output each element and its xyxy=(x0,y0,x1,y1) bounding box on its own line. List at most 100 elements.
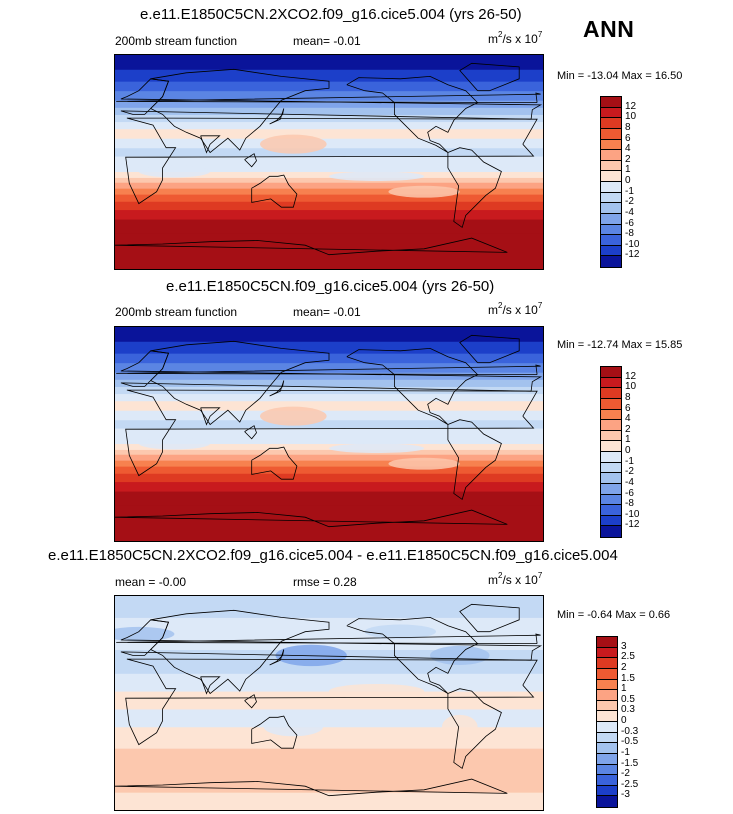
contour-band xyxy=(115,100,543,108)
colorbar-tick-label: -1 xyxy=(625,455,634,467)
contour-band xyxy=(115,128,543,139)
colorbar-tick-label: 3 xyxy=(621,640,627,652)
colorbar-swatch xyxy=(601,483,621,495)
colorbar-swatch xyxy=(601,526,621,537)
contour-band xyxy=(115,156,543,173)
panel-1-minmax: Min = -13.04 Max = 16.50 xyxy=(557,70,683,82)
map-canvas xyxy=(115,55,543,269)
colorbar-tick-label: 2 xyxy=(625,153,631,165)
map-canvas xyxy=(115,327,543,541)
coastline-antarctica xyxy=(115,778,508,797)
coastline-australia xyxy=(251,715,298,749)
colorbar-tick-label: 8 xyxy=(625,121,631,133)
contour-band xyxy=(115,410,543,421)
contour-band xyxy=(115,188,543,195)
colorbar-tick-label: 2 xyxy=(621,661,627,673)
contour-band xyxy=(115,449,543,455)
contour-band xyxy=(115,491,543,506)
colorbar-swatch xyxy=(597,743,617,754)
panel-1-map xyxy=(114,54,544,270)
colorbar-tick-label: -6 xyxy=(625,217,634,229)
colorbar-swatch xyxy=(597,658,617,669)
contour-band xyxy=(115,691,543,710)
contour-cell xyxy=(260,134,327,154)
coastline-namerica xyxy=(346,75,479,153)
coastline-namerica xyxy=(346,347,479,425)
colorbar-swatch xyxy=(601,494,621,506)
contour-band xyxy=(115,182,543,189)
colorbar-tick-label: -12 xyxy=(625,249,640,261)
colorbar-tick-label: 1 xyxy=(625,164,631,176)
colorbar-swatch xyxy=(601,420,621,431)
colorbar-swatch xyxy=(601,97,621,108)
colorbar-swatch xyxy=(601,398,621,410)
contour-cell xyxy=(329,683,425,699)
contour-cell xyxy=(138,437,211,450)
coastline-uk xyxy=(116,364,541,375)
colorbar-tick-label: 12 xyxy=(625,370,637,382)
colorbar-swatch xyxy=(597,785,617,797)
coastline-greenland xyxy=(459,334,520,364)
colorbar-swatch xyxy=(601,430,621,442)
colorbar-swatch xyxy=(597,722,617,733)
panel-1-title: e.e11.E1850C5CN.2XCO2.f09_g16.cice5.004 … xyxy=(140,6,522,23)
panel-3-stat-label: rmse = 0.28 xyxy=(293,575,357,589)
colorbar-swatch xyxy=(601,235,621,246)
contour-band xyxy=(115,55,543,70)
colorbar-tick-label: -2 xyxy=(621,768,630,780)
contour-band xyxy=(115,792,543,810)
colorbar-swatch xyxy=(601,118,621,129)
colorbar-tick-label: 6 xyxy=(625,402,631,414)
contour-band xyxy=(115,748,543,769)
colorbar-swatch xyxy=(601,441,621,452)
coastline-samerica xyxy=(447,147,502,229)
contour-band xyxy=(115,505,543,541)
contour-band xyxy=(115,362,543,373)
panel-2-stat-label: mean= -0.01 xyxy=(293,305,361,319)
colorbar-swatch xyxy=(601,245,621,257)
colorbar-swatch xyxy=(601,224,621,236)
coastline-africa xyxy=(125,117,538,205)
panel-1-colorbar xyxy=(600,96,622,268)
colorbar-swatch xyxy=(597,753,617,765)
panel-2-title: e.e11.E1850C5CN.f09_g16.cice5.004 (yrs 2… xyxy=(166,278,495,295)
contour-band xyxy=(115,768,543,793)
colorbar-swatch xyxy=(597,775,617,786)
colorbar-tick-label: -10 xyxy=(625,238,640,250)
colorbar-tick-label: -12 xyxy=(625,519,640,531)
colorbar-tick-label: -10 xyxy=(625,508,640,520)
contour-band xyxy=(115,171,543,178)
colorbar-tick-label: -4 xyxy=(625,476,634,488)
colorbar-swatch xyxy=(601,182,621,193)
panel-3-units: m2/s x 107 xyxy=(488,571,543,587)
colorbar-swatch xyxy=(601,192,621,204)
contour-band xyxy=(115,121,543,130)
coastline-africa xyxy=(125,389,538,477)
panel-2-units: m2/s x 107 xyxy=(488,301,543,317)
coastline-antarctica xyxy=(115,509,508,528)
contour-cell xyxy=(329,171,425,182)
colorbar-tick-label: 2.5 xyxy=(621,651,635,663)
contour-band xyxy=(115,460,543,467)
contour-cell xyxy=(388,457,460,470)
colorbar-tick-label: -3 xyxy=(621,789,630,801)
contour-cell xyxy=(260,406,327,426)
contour-band xyxy=(115,443,543,450)
contour-cell xyxy=(138,165,211,178)
colorbar-swatch xyxy=(601,505,621,516)
colorbar-swatch xyxy=(597,679,617,691)
colorbar-tick-label: -1 xyxy=(621,746,630,758)
colorbar-tick-label: 2 xyxy=(625,423,631,435)
season-label: ANN xyxy=(583,16,635,42)
colorbar-tick-label: -0.5 xyxy=(621,736,639,748)
panel-2-left-label: 200mb stream function xyxy=(115,305,238,319)
panel-3-colorbar xyxy=(596,636,618,808)
colorbar-swatch xyxy=(601,171,621,182)
colorbar-swatch xyxy=(597,690,617,701)
coastline-samerica xyxy=(447,688,502,770)
colorbar-tick-label: -2.5 xyxy=(621,778,639,790)
contour-band xyxy=(115,631,543,650)
colorbar-swatch xyxy=(601,128,621,140)
colorbar-tick-label: -2 xyxy=(625,466,634,478)
colorbar-swatch xyxy=(597,711,617,722)
